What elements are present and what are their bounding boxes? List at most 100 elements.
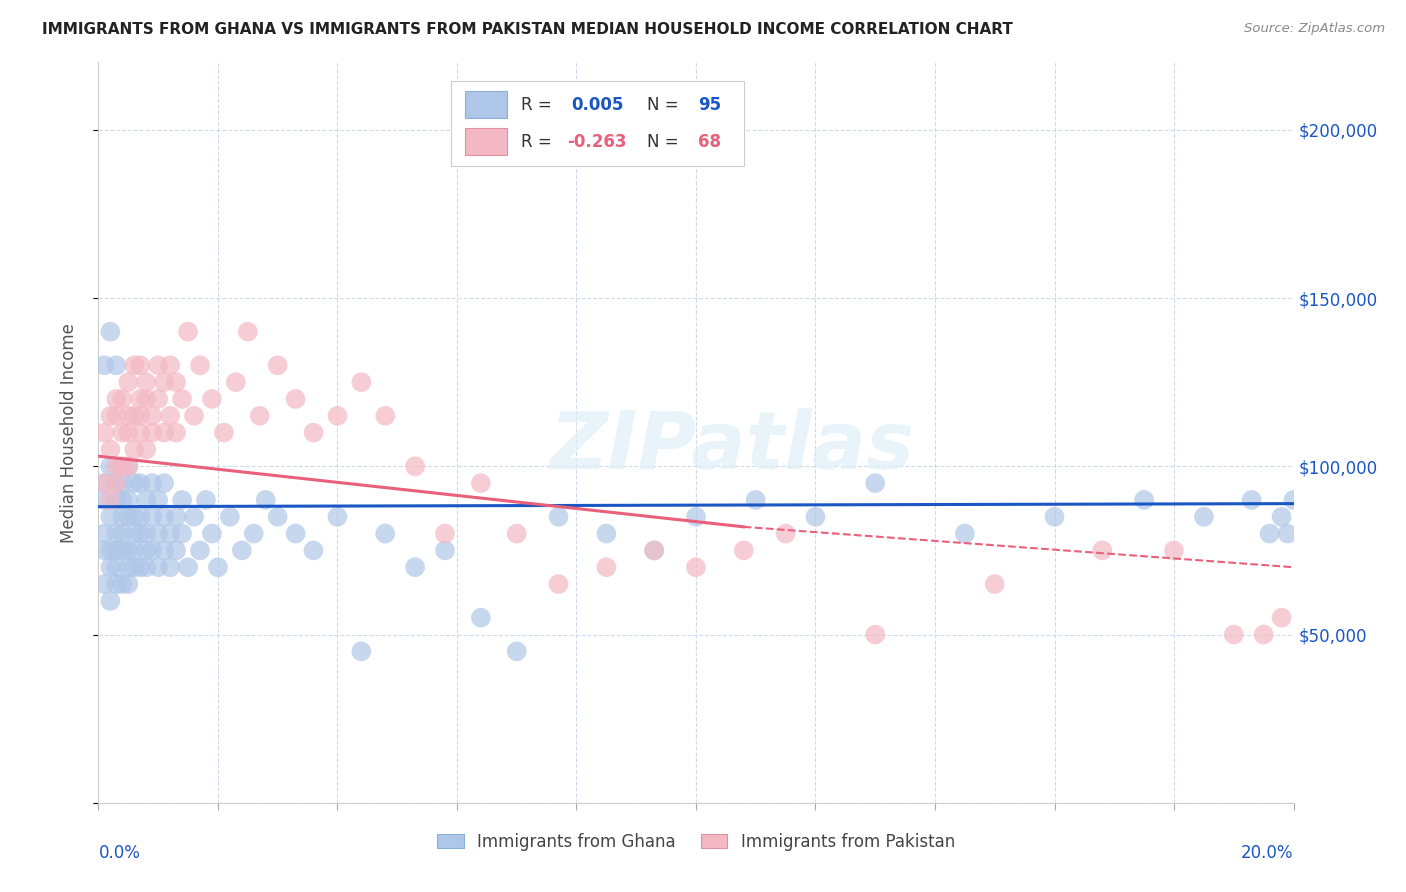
Point: [685, 560, 707, 574]
Point: [117, 409, 139, 423]
Point: [183, 409, 205, 423]
Point: [201, 392, 224, 406]
Point: [159, 409, 181, 423]
Point: [1223, 627, 1246, 641]
Point: [1192, 509, 1215, 524]
Point: [117, 375, 139, 389]
Point: [159, 560, 181, 574]
Point: [148, 526, 170, 541]
Point: [183, 509, 205, 524]
Point: [165, 543, 187, 558]
Point: [374, 409, 396, 423]
Point: [111, 476, 134, 491]
Point: [153, 476, 176, 491]
Point: [1282, 492, 1305, 507]
Point: [153, 425, 176, 440]
Point: [129, 392, 152, 406]
Text: Source: ZipAtlas.com: Source: ZipAtlas.com: [1244, 22, 1385, 36]
Text: 68: 68: [699, 133, 721, 151]
Point: [111, 577, 134, 591]
Point: [141, 425, 163, 440]
Point: [98, 543, 122, 558]
Point: [105, 459, 128, 474]
Point: [117, 425, 139, 440]
Point: [93, 543, 115, 558]
Point: [745, 492, 768, 507]
Point: [172, 392, 194, 406]
Point: [124, 409, 146, 423]
Point: [129, 509, 152, 524]
Text: 0.0%: 0.0%: [98, 844, 141, 862]
Point: [129, 425, 152, 440]
Point: [350, 644, 373, 658]
Point: [1277, 526, 1299, 541]
Point: [129, 409, 152, 423]
Point: [172, 492, 194, 507]
Text: -0.263: -0.263: [567, 133, 627, 151]
Point: [159, 526, 181, 541]
Point: [148, 359, 170, 373]
Point: [302, 425, 325, 440]
Point: [135, 442, 157, 457]
Point: [177, 325, 200, 339]
Point: [231, 543, 253, 558]
Legend: Immigrants from Ghana, Immigrants from Pakistan: Immigrants from Ghana, Immigrants from P…: [430, 826, 962, 857]
Point: [547, 577, 569, 591]
Point: [595, 526, 617, 541]
Point: [105, 392, 128, 406]
Point: [117, 577, 139, 591]
Point: [733, 543, 755, 558]
Point: [105, 476, 128, 491]
Point: [434, 543, 457, 558]
Point: [165, 425, 187, 440]
Point: [98, 409, 122, 423]
Point: [350, 375, 373, 389]
Point: [98, 442, 122, 457]
Point: [1271, 610, 1294, 624]
Point: [326, 409, 349, 423]
Point: [159, 359, 181, 373]
Point: [207, 560, 229, 574]
Point: [165, 375, 187, 389]
Point: [254, 492, 277, 507]
Text: R =: R =: [522, 133, 558, 151]
Point: [1091, 543, 1114, 558]
Point: [685, 509, 707, 524]
Point: [249, 409, 271, 423]
Point: [243, 526, 266, 541]
Point: [111, 459, 134, 474]
Text: IMMIGRANTS FROM GHANA VS IMMIGRANTS FROM PAKISTAN MEDIAN HOUSEHOLD INCOME CORREL: IMMIGRANTS FROM GHANA VS IMMIGRANTS FROM…: [42, 22, 1014, 37]
Point: [129, 476, 152, 491]
Point: [124, 509, 146, 524]
Point: [98, 459, 122, 474]
Point: [117, 459, 139, 474]
Point: [225, 375, 247, 389]
Point: [148, 392, 170, 406]
Point: [117, 543, 139, 558]
Text: ZIPatlas: ZIPatlas: [550, 409, 914, 486]
FancyBboxPatch shape: [451, 81, 744, 166]
Text: N =: N =: [647, 95, 683, 113]
Point: [195, 492, 218, 507]
Point: [135, 560, 157, 574]
Point: [117, 459, 139, 474]
FancyBboxPatch shape: [465, 91, 508, 118]
Point: [129, 526, 152, 541]
Point: [865, 476, 887, 491]
Point: [93, 476, 115, 491]
Point: [984, 577, 1007, 591]
Point: [404, 560, 426, 574]
Point: [98, 594, 122, 608]
Point: [135, 375, 157, 389]
Point: [148, 560, 170, 574]
Point: [1258, 526, 1281, 541]
Point: [284, 526, 307, 541]
FancyBboxPatch shape: [465, 128, 508, 155]
Point: [105, 492, 128, 507]
Point: [124, 359, 146, 373]
Point: [135, 543, 157, 558]
Point: [374, 526, 396, 541]
Point: [105, 359, 128, 373]
Point: [117, 509, 139, 524]
Point: [93, 359, 115, 373]
